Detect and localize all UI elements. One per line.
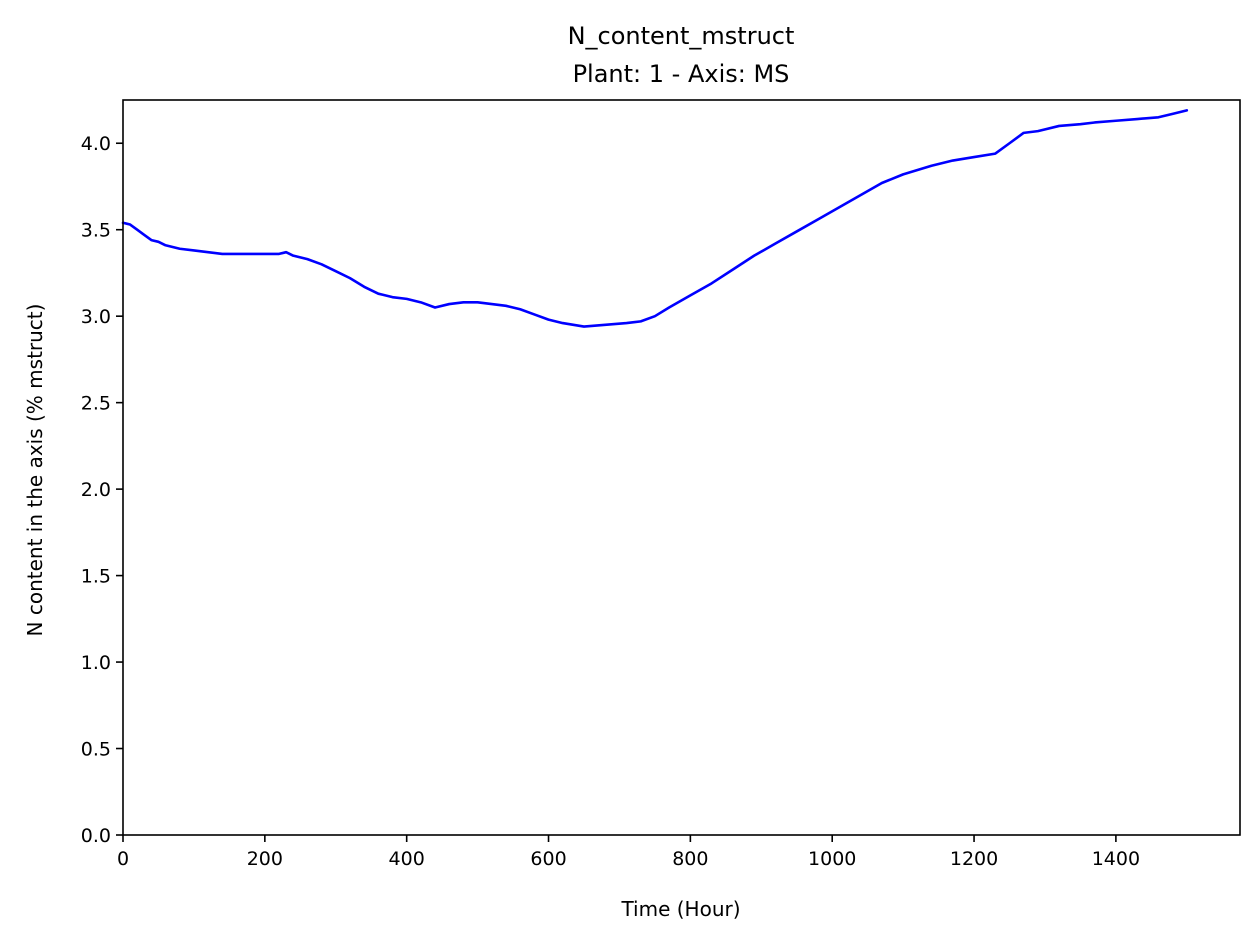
y-tick-label: 0.0 xyxy=(81,825,111,847)
y-tick-label: 4.0 xyxy=(81,133,111,155)
x-tick-label: 600 xyxy=(530,848,566,870)
x-axis-label: Time (Hour) xyxy=(620,897,740,921)
y-axis-ticks: 0.0 0.5 1.0 1.5 2.0 2.5 3.0 3.5 4.0 xyxy=(81,133,123,847)
y-tick-label: 1.0 xyxy=(81,652,111,674)
plot-frame xyxy=(122,99,1241,836)
x-axis-ticks: 0 200 400 600 800 1000 1200 1400 xyxy=(117,835,1140,870)
chart-subtitle: Plant: 1 - Axis: MS xyxy=(573,60,790,88)
x-tick-label: 1400 xyxy=(1092,848,1140,870)
x-tick-label: 1200 xyxy=(950,848,998,870)
plot-area xyxy=(121,109,1189,328)
x-tick-label: 0 xyxy=(117,848,129,870)
y-tick-label: 3.0 xyxy=(81,306,111,328)
chart-title: N_content_mstruct xyxy=(568,22,795,50)
x-tick-label: 1000 xyxy=(808,848,856,870)
y-tick-label: 0.5 xyxy=(81,739,111,761)
x-tick-label: 800 xyxy=(672,848,708,870)
y-tick-label: 3.5 xyxy=(81,220,111,242)
y-tick-label: 1.5 xyxy=(81,566,111,588)
y-axis-label: N content in the axis (% mstruct) xyxy=(23,304,47,637)
x-tick-label: 200 xyxy=(247,848,283,870)
series-line-0 xyxy=(121,109,1189,328)
y-tick-label: 2.0 xyxy=(81,479,111,501)
y-tick-label: 2.5 xyxy=(81,393,111,415)
x-tick-label: 400 xyxy=(389,848,425,870)
